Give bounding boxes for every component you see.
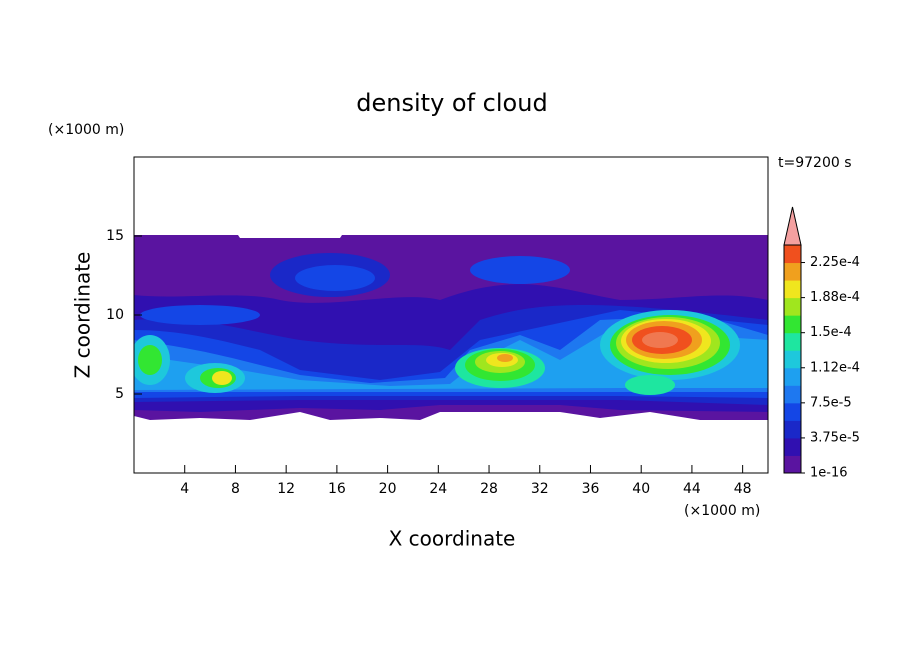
colorbar-tick-label: 2.25e-4 xyxy=(810,255,860,270)
x-tick-label: 28 xyxy=(480,481,498,497)
time-annotation: t=97200 s xyxy=(778,155,852,171)
colorbar-band xyxy=(784,420,801,439)
colorbar-band xyxy=(784,437,801,456)
colorbar-band xyxy=(784,297,801,316)
y-tick-label: 5 xyxy=(115,386,124,402)
x-unit: (×1000 m) xyxy=(684,503,760,519)
colorbar-extension xyxy=(783,206,802,246)
x-tick-label: 48 xyxy=(734,481,752,497)
x-tick-label: 36 xyxy=(582,481,600,497)
colorbar-tick-label: 1.88e-4 xyxy=(810,290,860,305)
colorbar-band xyxy=(784,385,801,404)
x-tick-label: 40 xyxy=(632,481,650,497)
colorbar-frame xyxy=(783,244,802,474)
colorbar-band xyxy=(784,245,801,264)
chart-title: density of cloud xyxy=(356,89,547,117)
colorbar-band xyxy=(784,367,801,386)
contour-field xyxy=(134,235,768,420)
colorbar-band xyxy=(784,455,801,474)
x-tick-label: 44 xyxy=(683,481,701,497)
colorbar-band xyxy=(784,262,801,281)
colorbar: 1e-16 3.75e-5 7.5e-5 1.12e-4 1.5e-4 1.88e-4 2.… xyxy=(783,206,860,481)
colorbar-band xyxy=(784,350,801,369)
colorbar-tick-label: 1.12e-4 xyxy=(810,360,860,375)
colorbar-tick-label: 3.75e-5 xyxy=(810,430,860,445)
x-tick-label: 12 xyxy=(277,481,295,497)
colorbar-tick-label: 7.5e-5 xyxy=(810,395,852,410)
y-unit: (×1000 m) xyxy=(48,122,124,138)
colorbar-band xyxy=(784,332,801,351)
x-tick-label: 32 xyxy=(531,481,549,497)
colorbar-tick-label: 1.5e-4 xyxy=(810,325,852,340)
x-axis-label: X coordinate xyxy=(389,527,516,551)
x-tick-label: 20 xyxy=(379,481,397,497)
y-tick-label: 15 xyxy=(106,228,124,244)
y-axis-label: Z coordinate xyxy=(71,252,95,379)
colorbar-band xyxy=(784,315,801,334)
y-tick-label: 10 xyxy=(106,307,124,323)
colorbar-band xyxy=(784,280,801,299)
x-tick-label: 24 xyxy=(429,481,447,497)
colorbar-tick-label: 1e-16 xyxy=(810,466,848,481)
x-tick-label: 16 xyxy=(328,481,346,497)
x-tick-label: 4 xyxy=(180,481,189,497)
colorbar-band xyxy=(784,402,801,421)
x-tick-label: 8 xyxy=(231,481,240,497)
